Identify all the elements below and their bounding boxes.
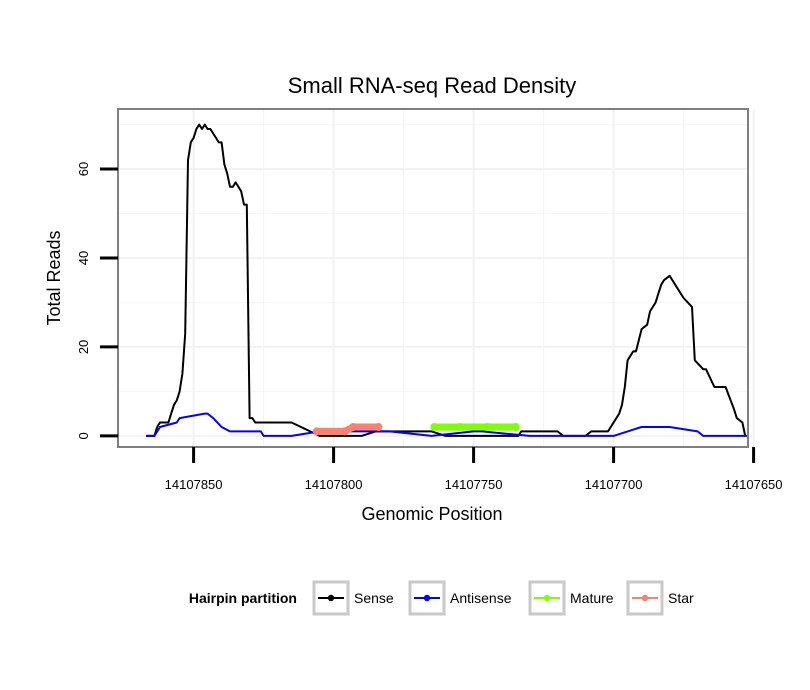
x-tick-label: 14107850	[165, 477, 223, 492]
legend-key-point	[327, 594, 335, 602]
series-point-star	[312, 427, 321, 436]
series-point-mature	[483, 422, 492, 431]
legend-key-point	[641, 594, 649, 602]
series-point-mature	[511, 422, 520, 431]
legend-label: Mature	[570, 590, 614, 606]
series-point-star	[340, 427, 349, 436]
x-tick-label: 14107750	[445, 477, 503, 492]
y-tick-label: 60	[76, 162, 91, 176]
y-tick-label: 40	[76, 251, 91, 265]
legend-item-star: Star	[626, 580, 694, 616]
series-layer	[146, 123, 748, 437]
x-tick-label: 14107700	[585, 477, 643, 492]
legend-key-point	[543, 594, 551, 602]
legend-label: Antisense	[450, 590, 512, 606]
y-axis-title: Total Reads	[44, 230, 64, 325]
legend-label: Sense	[354, 590, 394, 606]
plot-background	[118, 109, 748, 447]
legend: Hairpin partition Sense Antisense Mature St…	[189, 580, 694, 616]
series-line-star	[313, 423, 382, 435]
y-axis: 0 20 40 60	[76, 162, 118, 439]
legend-item-antisense: Antisense	[408, 580, 512, 616]
x-tick-label: 14107800	[305, 477, 363, 492]
y-tick-label: 0	[76, 432, 91, 439]
x-tick-label: 14107650	[725, 477, 783, 492]
plot-panel	[118, 109, 748, 447]
legend-item-sense: Sense	[312, 580, 394, 616]
legend-item-mature: Mature	[528, 580, 614, 616]
series-point-star	[349, 422, 358, 431]
legend-title: Hairpin partition	[189, 590, 297, 606]
series-point-mature	[455, 422, 464, 431]
y-tick-label: 20	[76, 340, 91, 354]
series-line-sense	[146, 123, 747, 437]
series-point-mature	[430, 422, 439, 431]
legend-key-point	[423, 594, 431, 602]
plot-border	[117, 108, 749, 448]
series-point-star	[374, 422, 383, 431]
chart-title: Small RNA-seq Read Density	[288, 73, 577, 98]
legend-label: Star	[668, 590, 694, 606]
x-axis: 14107850 14107800 14107750 14107700 14107650	[165, 447, 783, 492]
x-axis-title: Genomic Position	[361, 504, 502, 524]
